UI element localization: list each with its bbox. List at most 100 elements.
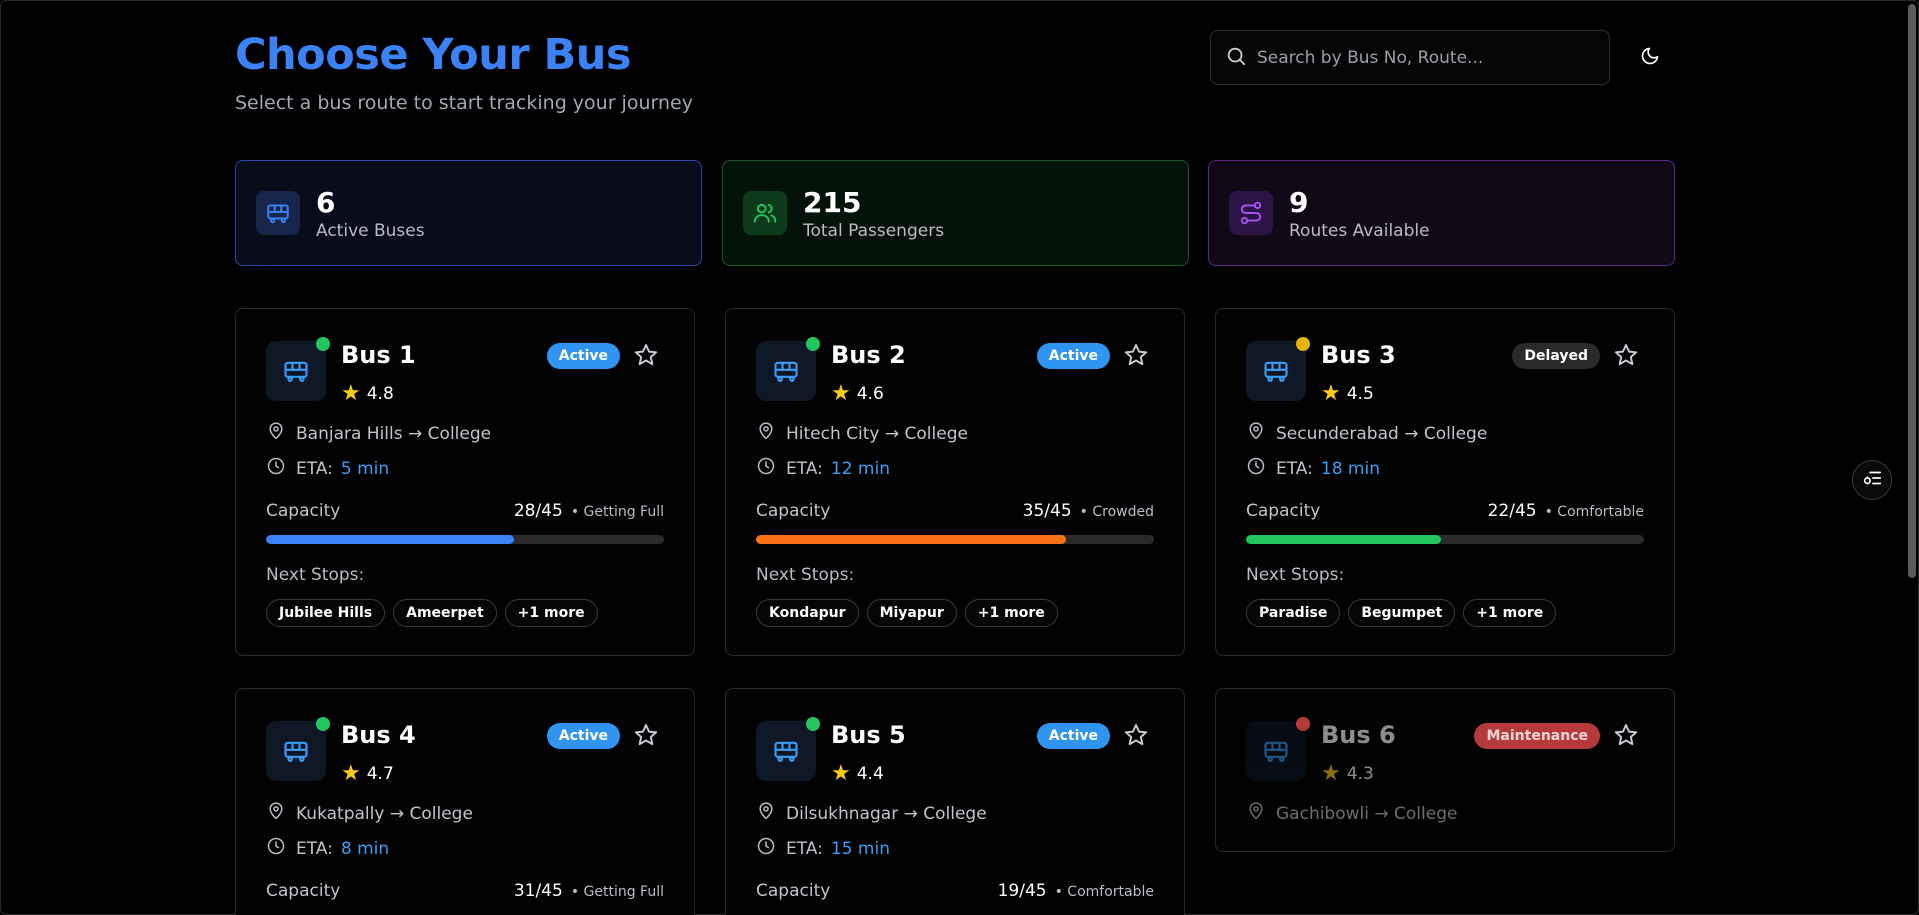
bus-rating: ★ 4.8	[341, 381, 394, 406]
stat-active-buses: 6 Active Buses	[235, 160, 702, 266]
bus-card[interactable]: Bus 2 ★ 4.6 Active Hitech City → College ETA:…	[725, 308, 1185, 656]
bus-icon	[1246, 721, 1306, 781]
stop-chip[interactable]: Kondapur	[756, 599, 859, 627]
stop-chip[interactable]: +1 more	[1463, 599, 1557, 627]
star-outline-icon	[1123, 722, 1149, 752]
capacity-label: Capacity	[1246, 501, 1321, 521]
capacity-info: 19/45 • Comfortable	[998, 881, 1154, 901]
rating-value: 4.3	[1346, 763, 1374, 784]
bus-icon	[256, 191, 300, 235]
clock-icon	[1246, 456, 1276, 481]
capacity-bar	[1246, 535, 1644, 544]
bus-card[interactable]: Bus 5 ★ 4.4 Active Dilsukhnagar → College ETA…	[725, 688, 1185, 915]
next-stops-label: Next Stops:	[266, 565, 365, 585]
capacity-count: 22/45	[1487, 501, 1537, 521]
capacity-info: 22/45 • Comfortable	[1488, 501, 1644, 521]
next-stops-list: Kondapur Miyapur +1 more	[756, 599, 1058, 627]
star-filled-icon: ★	[831, 381, 851, 406]
stop-chip[interactable]: +1 more	[964, 599, 1058, 627]
eta-label: ETA:	[1276, 458, 1313, 479]
route-row: Dilsukhnagar → College	[756, 801, 987, 826]
bus-card[interactable]: Bus 4 ★ 4.7 Active Kukatpally → College ETA: 8…	[235, 688, 695, 915]
eta-row: ETA: 15 min	[756, 836, 890, 861]
theme-toggle-button[interactable]	[1632, 40, 1668, 76]
capacity-bar	[756, 535, 1154, 544]
next-stops-list: Paradise Begumpet +1 more	[1246, 599, 1557, 627]
star-filled-icon: ★	[1321, 761, 1341, 786]
stop-chip[interactable]: +1 more	[504, 599, 598, 627]
clock-icon	[266, 456, 296, 481]
favorite-button[interactable]	[632, 343, 660, 371]
favorite-button[interactable]	[632, 723, 660, 751]
bus-card[interactable]: Bus 6 ★ 4.3 Maintenance Gachibowli → College	[1215, 688, 1675, 852]
capacity-level: • Comfortable	[1054, 884, 1154, 900]
eta-row: ETA: 8 min	[266, 836, 389, 861]
bus-name: Bus 5	[831, 721, 906, 749]
search-input[interactable]	[1257, 47, 1587, 68]
eta-row: ETA: 5 min	[266, 456, 389, 481]
filter-list-icon	[1861, 467, 1883, 493]
status-badge: Active	[546, 343, 620, 369]
filter-settings-button[interactable]	[1852, 460, 1892, 500]
star-outline-icon	[633, 722, 659, 752]
rating-value: 4.5	[1346, 383, 1374, 404]
capacity-bar-fill	[756, 535, 1066, 544]
scrollbar[interactable]	[1908, 4, 1916, 578]
bus-icon	[266, 341, 326, 401]
capacity-bar-fill	[266, 535, 514, 544]
rating-value: 4.7	[366, 763, 394, 784]
bus-card[interactable]: Bus 3 ★ 4.5 Delayed Secunderabad → College ET…	[1215, 308, 1675, 656]
status-badge: Maintenance	[1474, 723, 1600, 749]
route-row: Kukatpally → College	[266, 801, 473, 826]
stat-label: Active Buses	[316, 220, 425, 241]
capacity-label: Capacity	[756, 881, 831, 901]
next-stops-label: Next Stops:	[756, 565, 855, 585]
stat-label: Routes Available	[1289, 220, 1430, 241]
capacity-count: 19/45	[997, 881, 1047, 901]
eta-label: ETA:	[296, 458, 333, 479]
status-badge: Active	[1036, 343, 1110, 369]
stop-chip[interactable]: Ameerpet	[393, 599, 497, 627]
favorite-button[interactable]	[1122, 723, 1150, 751]
bus-name: Bus 6	[1321, 721, 1396, 749]
stop-chip[interactable]: Miyapur	[866, 599, 957, 627]
route-row: Secunderabad → College	[1246, 421, 1487, 446]
eta-label: ETA:	[296, 838, 333, 859]
capacity-info: 28/45 • Getting Full	[514, 501, 664, 521]
eta-label: ETA:	[786, 458, 823, 479]
stop-chip[interactable]: Paradise	[1246, 599, 1341, 627]
favorite-button[interactable]	[1122, 343, 1150, 371]
rating-value: 4.4	[856, 763, 884, 784]
stop-chip[interactable]: Jubilee Hills	[266, 599, 386, 627]
eta-value: 12 min	[830, 458, 890, 479]
map-pin-icon	[1246, 801, 1276, 826]
route-text: Gachibowli → College	[1276, 803, 1458, 824]
eta-value: 15 min	[830, 838, 890, 859]
capacity-bar	[266, 535, 664, 544]
favorite-button[interactable]	[1612, 343, 1640, 371]
route-row: Hitech City → College	[756, 421, 968, 446]
capacity-label: Capacity	[756, 501, 831, 521]
page-subtitle: Select a bus route to start tracking you…	[235, 92, 693, 114]
clock-icon	[756, 456, 786, 481]
stat-value: 9	[1289, 185, 1309, 219]
page-title: Choose Your Bus	[235, 30, 631, 80]
capacity-label: Capacity	[266, 881, 341, 901]
star-filled-icon: ★	[341, 381, 361, 406]
bus-card[interactable]: Bus 1 ★ 4.8 Active Banjara Hills → College ET…	[235, 308, 695, 656]
search-box[interactable]	[1210, 30, 1610, 85]
stat-value: 215	[803, 185, 862, 219]
bus-icon	[266, 721, 326, 781]
capacity-label: Capacity	[266, 501, 341, 521]
bus-icon	[756, 341, 816, 401]
star-filled-icon: ★	[341, 761, 361, 786]
stat-total-passengers: 215 Total Passengers	[722, 160, 1189, 266]
next-stops-label: Next Stops:	[1246, 565, 1345, 585]
route-text: Kukatpally → College	[296, 803, 473, 824]
bus-rating: ★ 4.6	[831, 381, 884, 406]
stop-chip[interactable]: Begumpet	[1348, 599, 1456, 627]
map-pin-icon	[756, 801, 786, 826]
route-row: Gachibowli → College	[1246, 801, 1457, 826]
bus-name: Bus 1	[341, 341, 416, 369]
favorite-button[interactable]	[1612, 723, 1640, 751]
